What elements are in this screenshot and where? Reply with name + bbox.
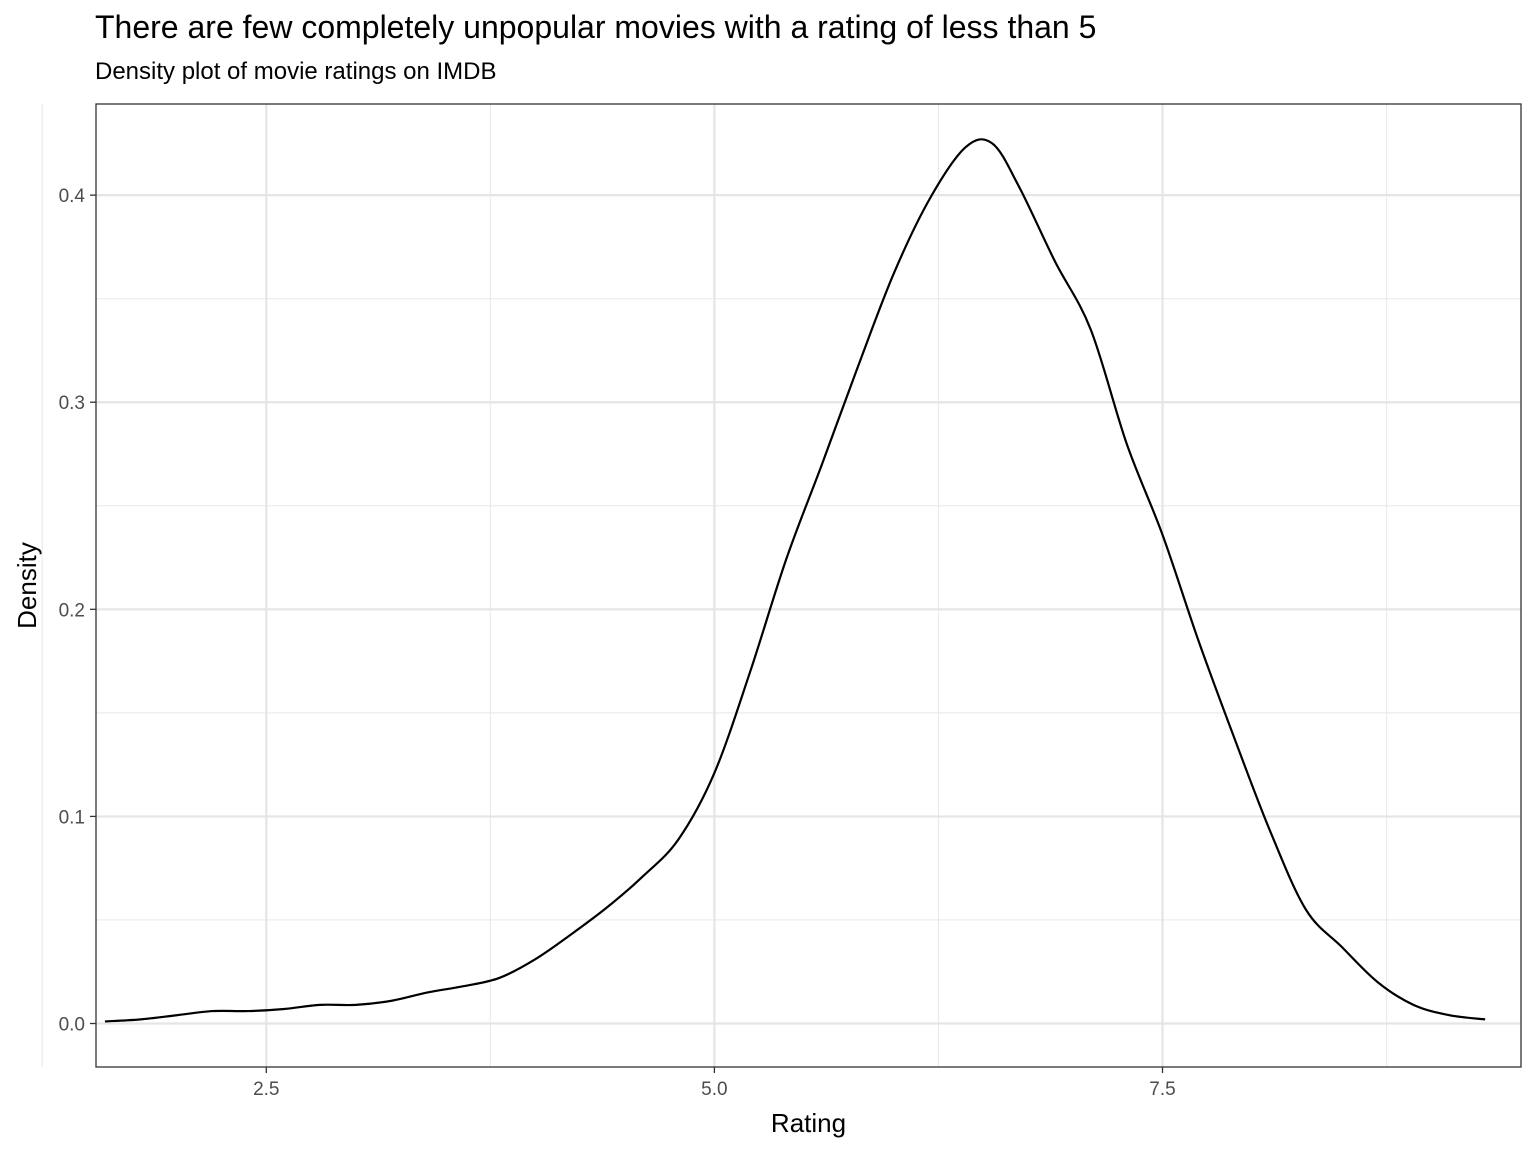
y-axis: 0.0 0.1 0.2 0.3 0.4 [59,186,96,1036]
density-line [104,138,1486,1023]
x-tick-label: 7.5 [1149,1079,1175,1100]
y-tick-label: 0.4 [59,186,86,207]
y-tick-label: 0.1 [59,807,85,828]
y-tick-label: 0.3 [59,393,85,414]
major-gridlines [96,104,1521,1067]
chart-title: There are few completely unpopular movie… [95,9,1097,45]
y-tick-label: 0.2 [59,600,85,621]
y-tick-label: 0.0 [59,1015,85,1036]
x-tick-label: 2.5 [253,1079,279,1100]
x-axis: 2.5 5.0 7.5 [253,1067,1176,1100]
x-axis-title: Rating [771,1108,846,1138]
minor-gridlines [41,104,1521,1067]
panel-border [95,103,1522,1068]
chart-subtitle: Density plot of movie ratings on IMDB [95,58,497,85]
y-axis-title: Density [12,542,42,629]
x-tick-label: 5.0 [701,1079,727,1100]
